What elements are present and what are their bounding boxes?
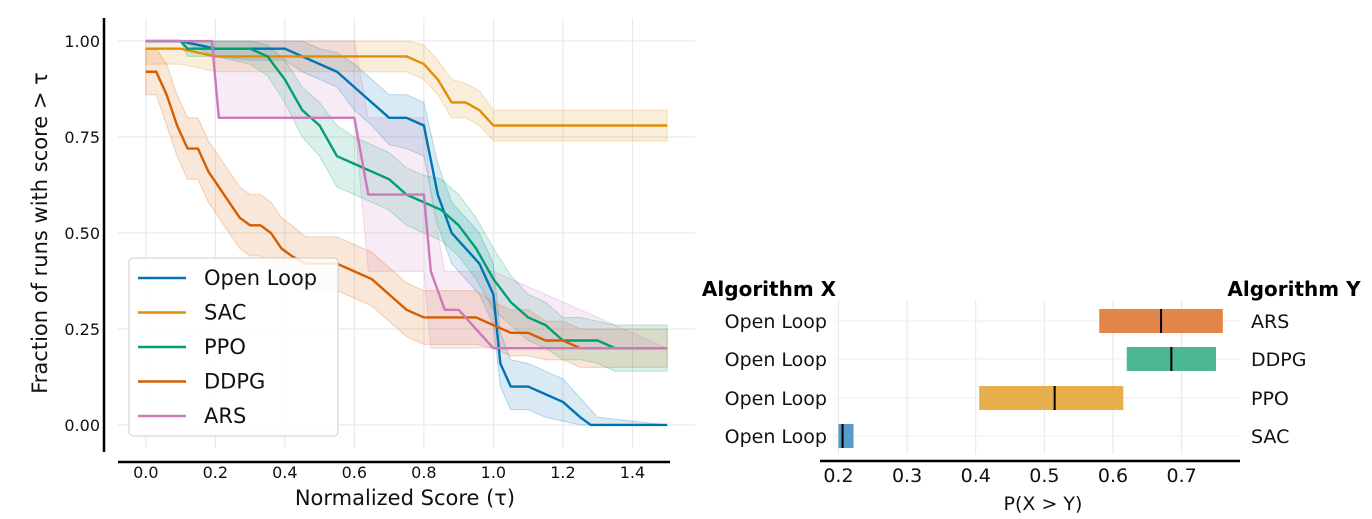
left-x-axis-label: Normalized Score (τ)	[295, 486, 515, 510]
algorithm-y-label: SAC	[1251, 426, 1289, 448]
series-line-4	[145, 39, 668, 350]
algorithm-x-label: Open Loop	[725, 388, 827, 410]
algorithm-x-header: Algorithm X	[702, 277, 837, 301]
algorithm-x-label: Open Loop	[725, 311, 827, 333]
interval-bar	[979, 386, 1124, 410]
legend-entry: SAC	[204, 301, 246, 325]
legend-box	[128, 257, 339, 437]
algorithm-y-label: ARS	[1251, 311, 1289, 333]
left-x-tick-label: 0.6	[342, 463, 367, 482]
left-x-tick-label: 0.4	[272, 463, 297, 482]
right-x-tick-label: 0.3	[892, 465, 922, 487]
left-y-axis-label: Fraction of runs with score > τ	[28, 72, 52, 394]
series-line-1	[145, 47, 668, 127]
left-x-tick-label: 1.2	[550, 463, 575, 482]
left-tick-labels: 0.0 0.2 0.4 0.6 0.8 1.0 1.2 1.4 0.00 0.25 0.50 0.75…	[64, 32, 645, 482]
left-y-tick-label: 0.75	[64, 128, 100, 147]
legend-entry: ARS	[204, 404, 246, 428]
left-y-tick-label: 0.25	[64, 320, 100, 339]
left-y-tick-label: 0.50	[64, 224, 100, 243]
algorithm-y-label: DDPG	[1251, 349, 1306, 371]
ci-band-3	[145, 48, 668, 368]
legend: Open Loop SAC PPO DDPG ARS	[128, 257, 339, 437]
left-grid	[118, 18, 695, 448]
right-x-axis-label: P(X > Y)	[1004, 493, 1083, 515]
right-row-labels: Open Loop ARS Open Loop DDPG Open Loop PPO Ope…	[725, 311, 1307, 448]
legend-entry: PPO	[204, 335, 246, 359]
algorithm-x-label: Open Loop	[725, 426, 827, 448]
legend-entry: Open Loop	[204, 266, 317, 290]
algorithm-y-label: PPO	[1251, 388, 1289, 410]
algorithm-x-label: Open Loop	[725, 349, 827, 371]
left-x-tick-label: 0.2	[203, 463, 228, 482]
right-x-tick-label: 0.7	[1167, 465, 1197, 487]
right-x-tick-label: 0.2	[823, 465, 853, 487]
left-x-tick-label: 1.4	[620, 463, 645, 482]
left-x-tick-label: 0.0	[133, 463, 158, 482]
interval-bar	[838, 424, 854, 448]
left-x-tick-label: 1.0	[481, 463, 506, 482]
right-x-tick-label: 0.5	[1029, 465, 1059, 487]
right-x-tick-label: 0.4	[961, 465, 991, 487]
left-y-tick-label: 1.00	[64, 32, 100, 51]
algorithm-y-header: Algorithm Y	[1227, 277, 1361, 301]
right-tick-labels: 0.2 0.3 0.4 0.5 0.6 0.7	[823, 465, 1196, 487]
right-x-tick-label: 0.6	[1098, 465, 1128, 487]
left-x-tick-label: 0.8	[411, 463, 436, 482]
legend-entry: DDPG	[204, 370, 265, 394]
left-y-tick-label: 0.00	[64, 416, 100, 435]
performance-profile-chart: 0.0 0.2 0.4 0.6 0.8 1.0 1.2 1.4 0.00 0.25 0.50 0.75…	[28, 18, 695, 510]
right-interval-bars	[838, 309, 1223, 448]
